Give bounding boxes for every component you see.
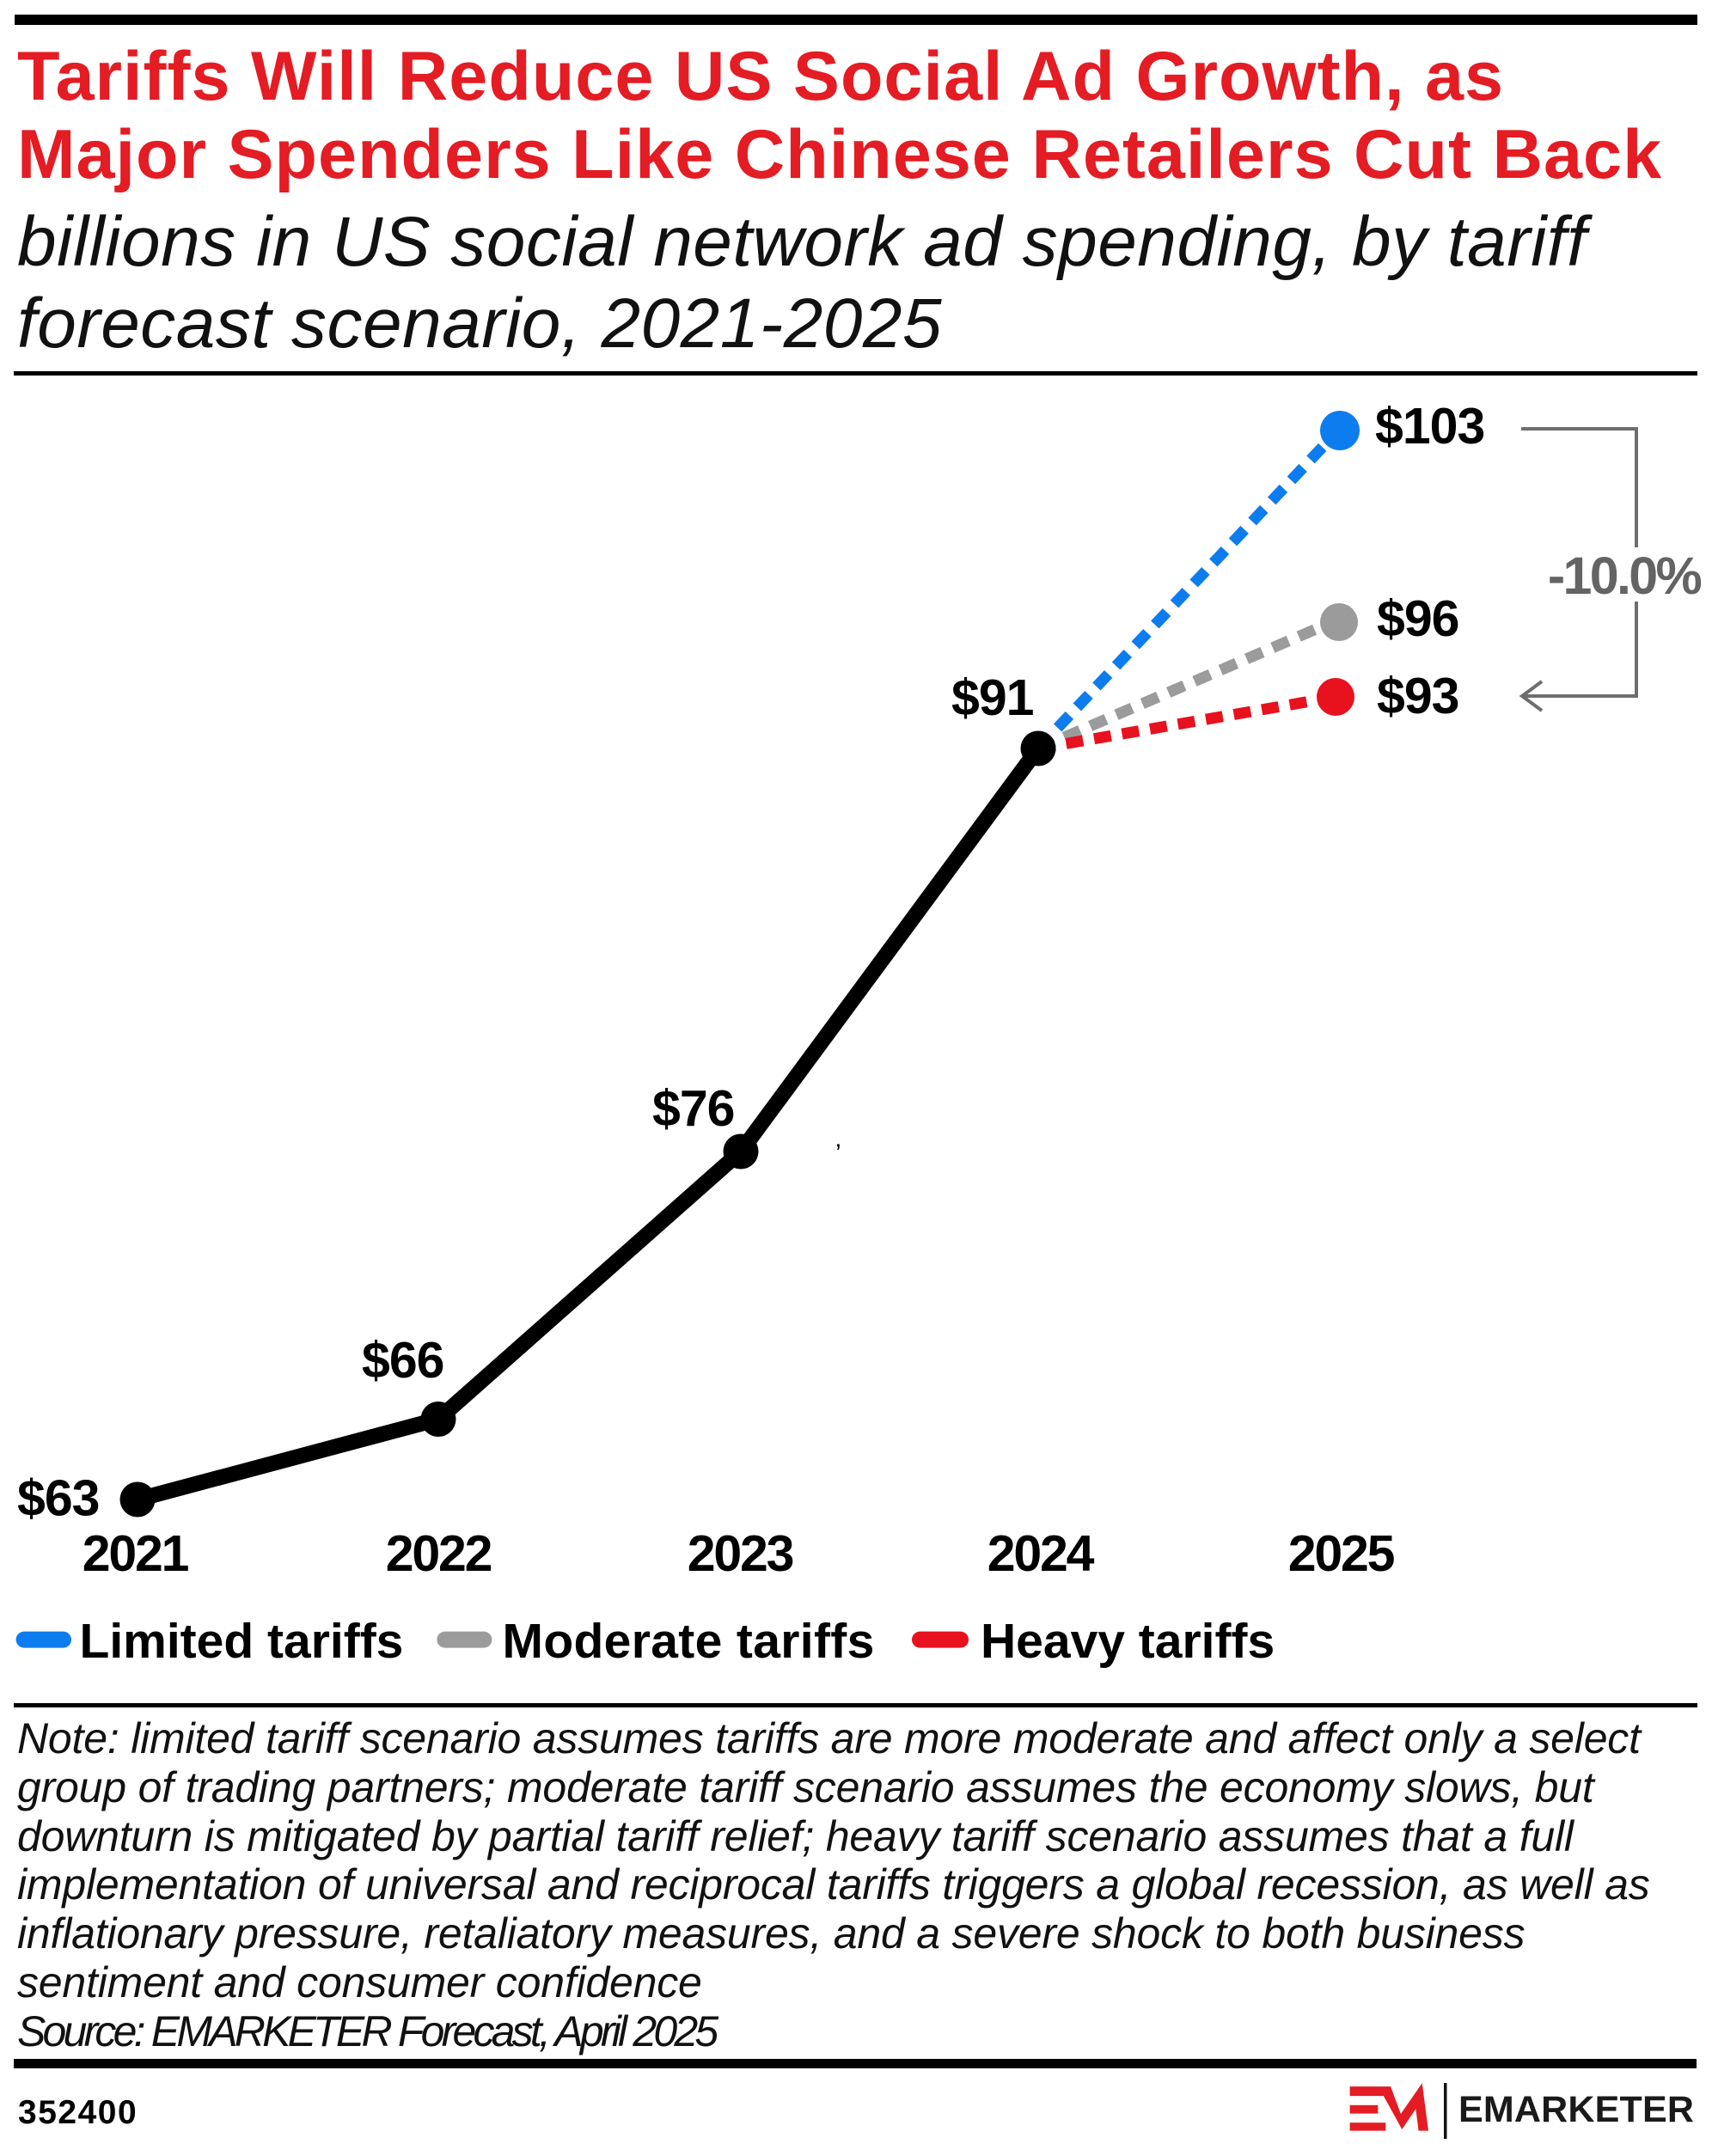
svg-text:2024: 2024 (987, 1525, 1095, 1582)
svg-text:Limited tariffs: Limited tariffs (80, 1614, 404, 1669)
svg-text:Moderate tariffs: Moderate tariffs (503, 1614, 875, 1669)
svg-text:$66: $66 (362, 1332, 443, 1389)
svg-text:2025: 2025 (1288, 1525, 1395, 1582)
svg-text:$93: $93 (1377, 668, 1458, 724)
svg-text:’: ’ (835, 1139, 841, 1168)
svg-text:2022: 2022 (386, 1525, 492, 1582)
svg-text:$63: $63 (17, 1470, 99, 1527)
svg-text:Heavy tariffs: Heavy tariffs (981, 1614, 1275, 1669)
svg-text:$96: $96 (1377, 590, 1458, 647)
svg-text:2023: 2023 (688, 1525, 793, 1582)
svg-text:EMARKETER: EMARKETER (1458, 2089, 1694, 2130)
svg-text:$76: $76 (652, 1080, 734, 1137)
svg-text:$103: $103 (1375, 398, 1484, 455)
svg-text:$91: $91 (951, 669, 1034, 726)
svg-text:2021: 2021 (83, 1525, 189, 1582)
svg-text:-10.0%: -10.0% (1548, 547, 1702, 605)
